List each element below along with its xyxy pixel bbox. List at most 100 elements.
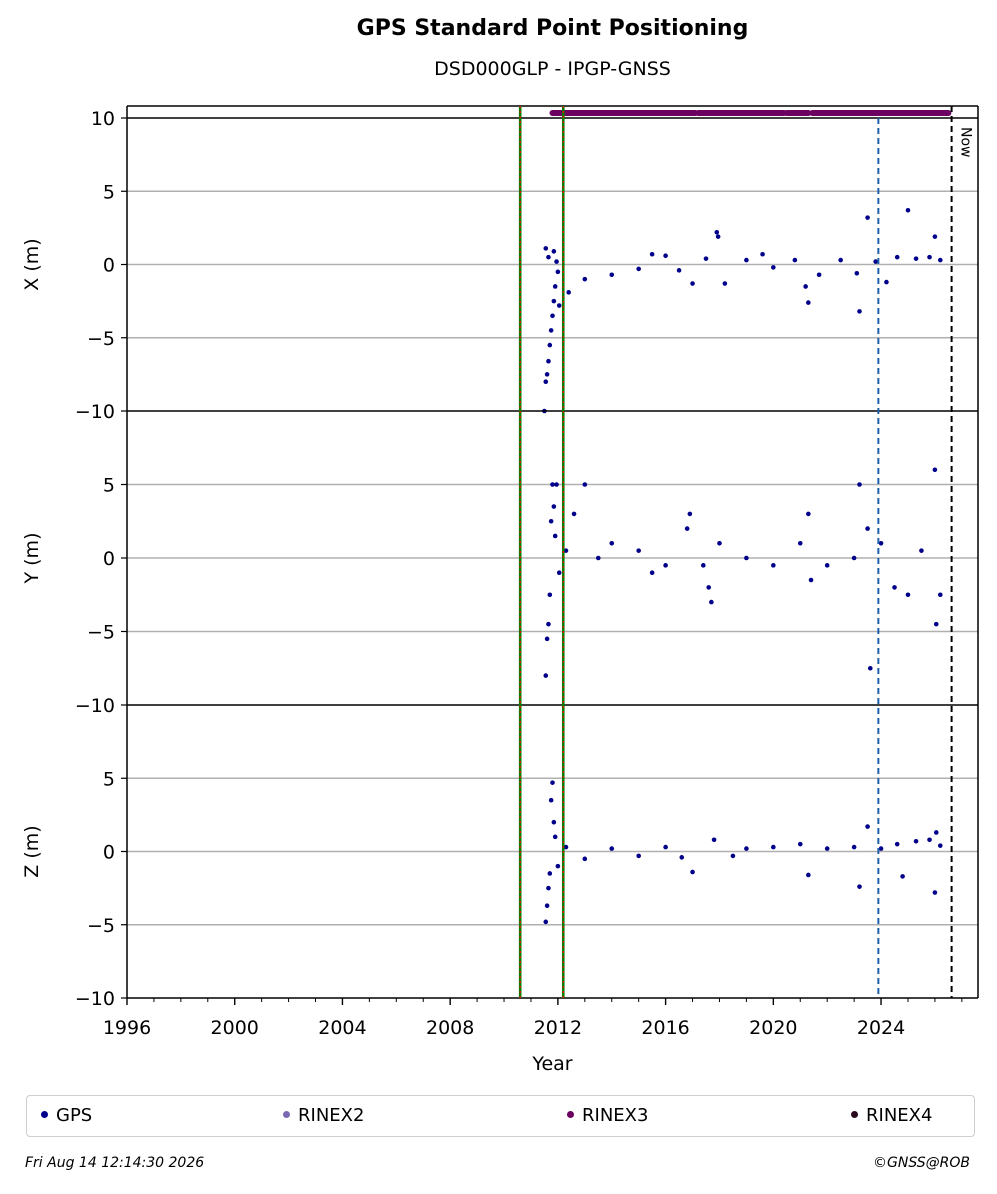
gps-point [932, 467, 938, 473]
gps-point [551, 298, 557, 304]
gps-point [744, 257, 749, 263]
x-tick-label: 2008 [426, 1017, 474, 1039]
gps-point [933, 621, 939, 627]
gps-point [715, 234, 721, 239]
gps-point [709, 599, 714, 605]
gps-point [854, 270, 860, 276]
gps-point [663, 844, 668, 850]
legend-rinex3-marker [567, 1110, 574, 1118]
gps-point [894, 841, 900, 847]
gps-point [676, 268, 682, 273]
y-tick-label: −10 [75, 401, 115, 423]
gps-point [865, 824, 870, 829]
gps-point [546, 621, 551, 627]
y-axis-label: Z (m) [21, 825, 43, 877]
gps-point [551, 819, 557, 825]
x-tick-label: 2000 [211, 1017, 259, 1039]
gps-point [609, 272, 615, 278]
gps-point [547, 871, 553, 876]
gps-point [684, 526, 690, 531]
gps-point [932, 234, 938, 239]
gps-point [582, 276, 588, 282]
gps-point [806, 511, 811, 517]
gps-point [851, 555, 857, 561]
x-tick-label: 1996 [103, 1017, 151, 1039]
gps-point [824, 846, 830, 851]
gps-point [543, 919, 549, 925]
gps-point [703, 256, 709, 261]
gps-point [663, 253, 668, 259]
gps-point [555, 863, 561, 869]
gps-point [636, 266, 641, 272]
gps-point [730, 853, 736, 859]
footer-copyright: ©GNSS@ROB [873, 1155, 970, 1171]
gps-point [937, 592, 943, 598]
gps-point [937, 843, 943, 848]
y-tick-label: 5 [103, 768, 115, 790]
y-tick-label: 0 [103, 842, 115, 864]
legend-item-rinex2: RINEX2 [283, 1105, 364, 1126]
gps-point [865, 215, 870, 220]
gps-point [913, 256, 919, 261]
legend-item-rinex4: RINEX4 [851, 1105, 932, 1126]
gps-point [679, 855, 685, 860]
gps-point [932, 890, 938, 895]
gps-point [806, 872, 811, 878]
gps-point [552, 834, 558, 840]
gps-point [884, 279, 889, 285]
y-tick-label: 0 [103, 255, 115, 277]
x-tick-label: 2024 [857, 1017, 905, 1039]
gps-point [867, 665, 873, 671]
gps-point [857, 884, 862, 889]
gps-point [556, 570, 562, 575]
legend-rinex2-label: RINEX2 [298, 1105, 365, 1126]
gps-point [771, 265, 776, 270]
gps-point [878, 541, 884, 546]
gps-point [548, 518, 554, 524]
gps-point [919, 548, 924, 553]
gps-point [547, 342, 553, 348]
legend-rinex3-label: RINEX3 [582, 1105, 649, 1126]
gps-point [690, 281, 695, 286]
gps-point [552, 533, 558, 539]
gps-point [544, 636, 550, 642]
y-tick-label: −10 [75, 695, 115, 717]
gps-point [851, 844, 857, 850]
gps-point [595, 555, 601, 561]
chart-subtitle: DSD000GLP - IPGP-GNSS [434, 58, 671, 80]
x-tick-label: 2004 [318, 1017, 366, 1039]
gps-point [690, 869, 695, 875]
gps-point [797, 841, 803, 847]
gps-positioning-chart: 10 5 0 −5 −10 X (m) 5 0 −5 −10 Y (m) 5 0 −5 −10 Z (m) No… [21, 105, 979, 1075]
gps-point [937, 257, 943, 263]
gps-point [548, 328, 554, 333]
gps-point [547, 592, 553, 598]
gps-point [563, 844, 569, 850]
gps-point [806, 300, 811, 305]
gps-point [543, 673, 549, 678]
gps-point [913, 838, 919, 844]
gps-point [566, 290, 571, 295]
gps-point [556, 303, 562, 308]
gps-point [636, 548, 641, 553]
gps-point [771, 844, 776, 850]
gps-point [722, 281, 728, 286]
gps-point [649, 251, 655, 257]
gps-point [744, 555, 749, 561]
y-tick-label: −5 [87, 622, 115, 644]
gps-point [706, 585, 711, 590]
gps-point [555, 269, 561, 275]
gps-point [546, 885, 551, 891]
gps-point [803, 284, 808, 289]
gps-point [824, 563, 830, 568]
y-tick-label: 5 [103, 181, 115, 203]
gps-point [554, 259, 559, 264]
legend-rinex4-label: RINEX4 [866, 1105, 933, 1126]
gps-point [551, 249, 557, 254]
x-tick-label: 2012 [534, 1017, 582, 1039]
gps-point [857, 309, 862, 314]
gps-point [546, 254, 551, 260]
gps-point [873, 259, 878, 264]
gps-point [717, 541, 722, 546]
gps-point [865, 526, 870, 531]
